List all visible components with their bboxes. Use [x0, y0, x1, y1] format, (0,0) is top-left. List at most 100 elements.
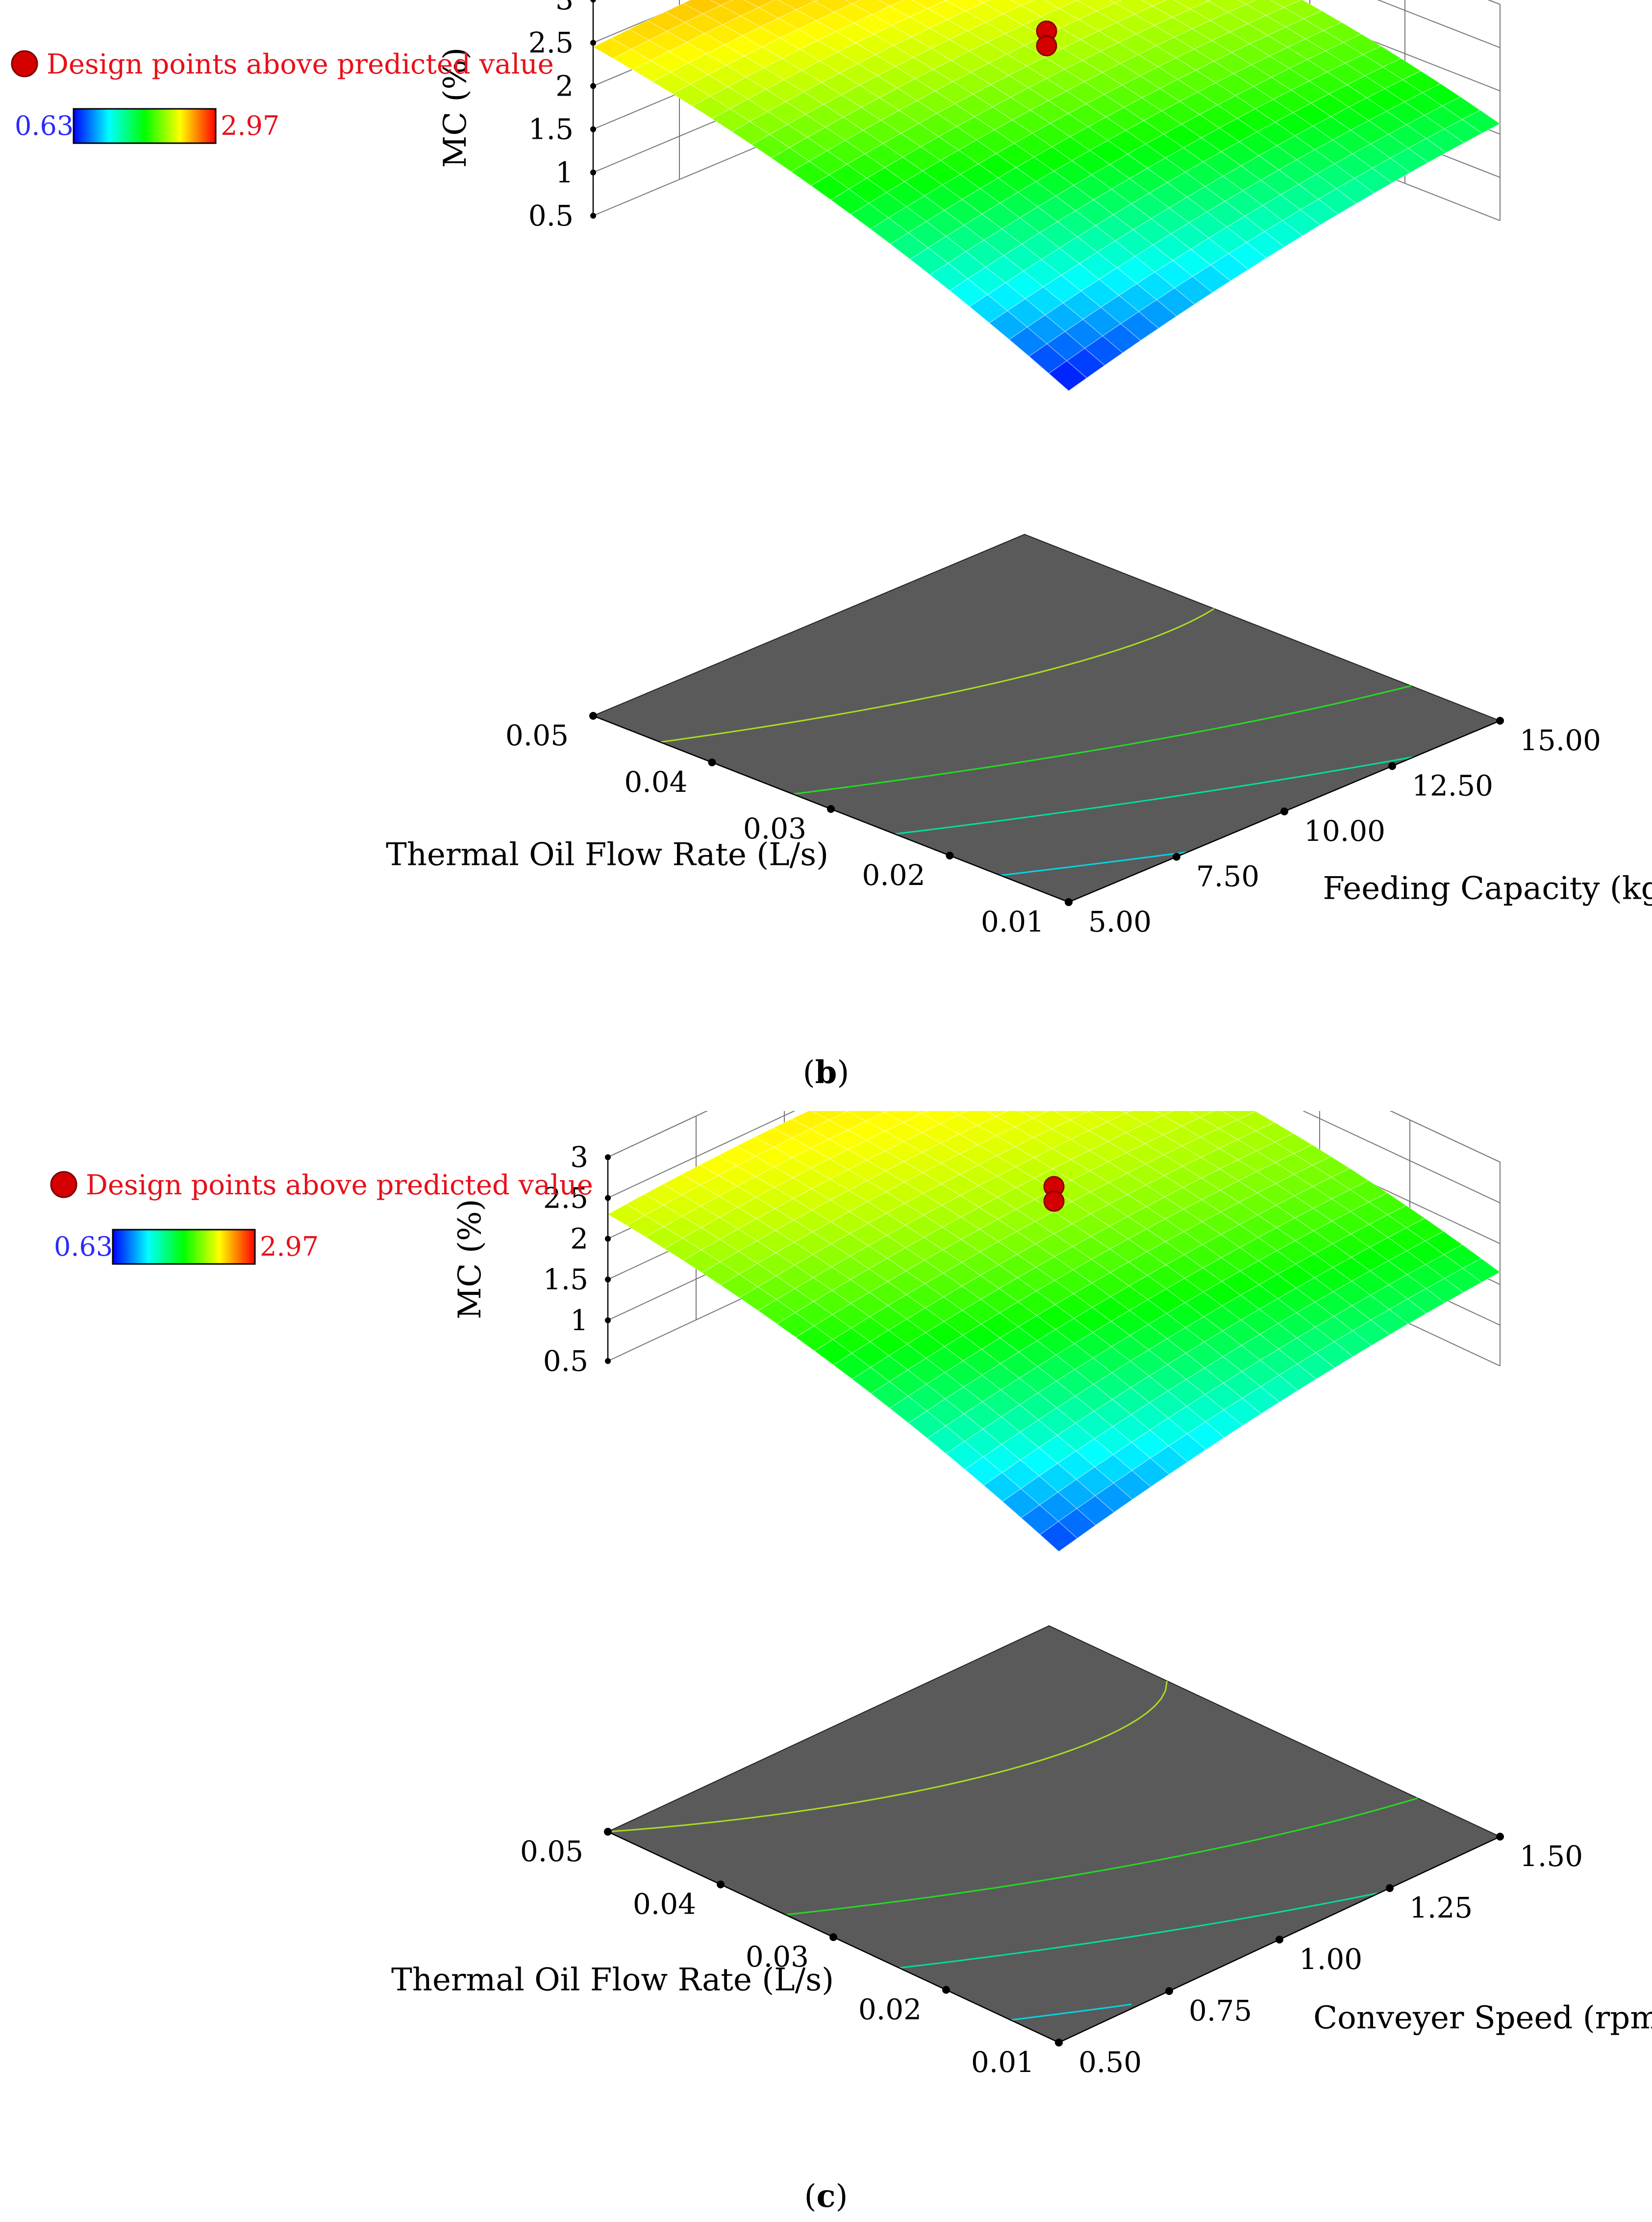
- surface-cell: [1177, 70, 1217, 93]
- design-point-marker: [1043, 1190, 1065, 1212]
- surface-cell: [1223, 1371, 1261, 1399]
- surface-cell: [779, 28, 819, 50]
- surface-cell: [736, 1176, 776, 1198]
- surface-cell: [1192, 264, 1231, 293]
- surface-cell: [1084, 335, 1123, 366]
- surface-cell: [1205, 0, 1212, 1]
- surface-cell: [997, 1209, 1036, 1232]
- contour-line: [607, 1681, 1168, 1833]
- surface-cell: [1175, 49, 1215, 71]
- surface-cell: [1289, 59, 1328, 81]
- surface-cell: [702, 5, 742, 25]
- surface-cell: [1186, 1394, 1225, 1422]
- surface-cell: [923, 1205, 962, 1228]
- surface-cell: [1163, 1126, 1201, 1146]
- surface-cell: [844, 0, 861, 4]
- surface-cell: [1129, 168, 1168, 194]
- legend-min-label: 0.63: [15, 110, 74, 141]
- surface-cell: [909, 8, 949, 28]
- contour-line: [785, 1797, 1418, 1916]
- surface-cell: [1073, 1307, 1112, 1333]
- surface-cell: [813, 1290, 851, 1315]
- surface-cell: [1344, 54, 1384, 76]
- surface-cell: [1062, 39, 1101, 61]
- surface-cell: [940, 150, 979, 175]
- z-tick-dot: [590, 0, 596, 2]
- surface-cell: [1125, 120, 1164, 145]
- surface-cell: [1235, 86, 1274, 109]
- x-tick-label: 0.03: [746, 1940, 809, 1973]
- surface-cell: [793, 1210, 832, 1233]
- x-tick-label: 0.05: [505, 719, 569, 752]
- surface-cell: [626, 1193, 664, 1216]
- surface-cell: [1183, 137, 1222, 162]
- surface-cell: [1146, 1196, 1184, 1219]
- z-tick-dot: [605, 1276, 611, 1283]
- surface-cell: [887, 1294, 926, 1320]
- x-axis-label: Thermal Oil Flow Rate (L/s): [386, 836, 828, 873]
- y-axis-label: Conveyer Speed (rpm): [1313, 2000, 1652, 2036]
- chart-panel-b: 0.5 1 1.5 2 2.5 3 MC (%) 0.05 0.04 0.03 0.02 0.01 Th…: [11, 0, 1652, 1091]
- surface-cell: [940, 1134, 979, 1155]
- surface-cell: [867, 1191, 906, 1214]
- surface-cell: [652, 72, 691, 94]
- surface-cell: [1237, 1150, 1276, 1172]
- surface-cell: [1010, 0, 1034, 6]
- surface-cell: [871, 5, 911, 26]
- surface-cell: [1330, 1168, 1369, 1190]
- z-tick-label: 0.5: [528, 199, 574, 232]
- surface-cell: [1287, 38, 1327, 60]
- surface-cell: [1239, 1214, 1277, 1238]
- surface-cell: [1019, 206, 1058, 233]
- surface-cell: [817, 31, 857, 52]
- surface-cell: [829, 1189, 869, 1212]
- surface-cell: [821, 73, 860, 95]
- surface-cell: [1246, 231, 1285, 259]
- legend-color-bar: [73, 108, 217, 144]
- surface-cell: [1197, 82, 1236, 105]
- surface-cell: [1064, 60, 1103, 82]
- surface-cell: [1406, 115, 1445, 139]
- surface-cell: [1350, 120, 1389, 145]
- contour-line: [1000, 851, 1187, 876]
- surface-cell: [1120, 54, 1159, 76]
- surface-cell: [777, 0, 815, 10]
- surface-cell: [1080, 279, 1120, 308]
- surface-cell: [1134, 244, 1174, 273]
- surface-cell: [1138, 299, 1177, 329]
- surface-cell: [1114, 0, 1153, 15]
- surface-cell: [979, 1264, 1018, 1289]
- surface-cell: [771, 147, 810, 173]
- surface-cell: [970, 63, 1010, 85]
- surface-cell: [1308, 72, 1348, 95]
- surface-cell: [972, 84, 1011, 107]
- surface-cell: [1233, 64, 1273, 87]
- surface-cell: [868, 1258, 907, 1282]
- contour-line: [793, 685, 1411, 795]
- surface-cell: [1076, 1466, 1114, 1496]
- surface-cell: [851, 1367, 890, 1394]
- surface-cell: [813, 0, 853, 13]
- surface-cell: [1002, 5, 1042, 25]
- surface-cell: [1002, 1488, 1040, 1518]
- surface-cell: [947, 251, 986, 279]
- y-tick-dot: [1173, 853, 1180, 861]
- z-tick-dot: [605, 1317, 611, 1323]
- y-tick-dot: [1276, 1936, 1283, 1944]
- y-tick-dot: [1055, 2039, 1063, 2046]
- surface-cell: [1075, 199, 1114, 226]
- surface-cell: [941, 1195, 980, 1218]
- surface-cell: [875, 45, 914, 67]
- surface-cell: [828, 164, 868, 190]
- surface-cell: [936, 103, 976, 127]
- surface-cell: [899, 100, 938, 124]
- x-tick-dot: [717, 1880, 725, 1889]
- surface-cell: [1220, 1224, 1259, 1248]
- caption-b: (b): [802, 1054, 850, 1091]
- surface-cell: [1016, 1199, 1054, 1222]
- surface-cell: [1092, 1296, 1130, 1322]
- x-tick-dot: [708, 758, 716, 766]
- surface-cell: [1012, 109, 1051, 134]
- surface-cell: [1014, 1137, 1053, 1158]
- surface-cell: [1285, 18, 1325, 39]
